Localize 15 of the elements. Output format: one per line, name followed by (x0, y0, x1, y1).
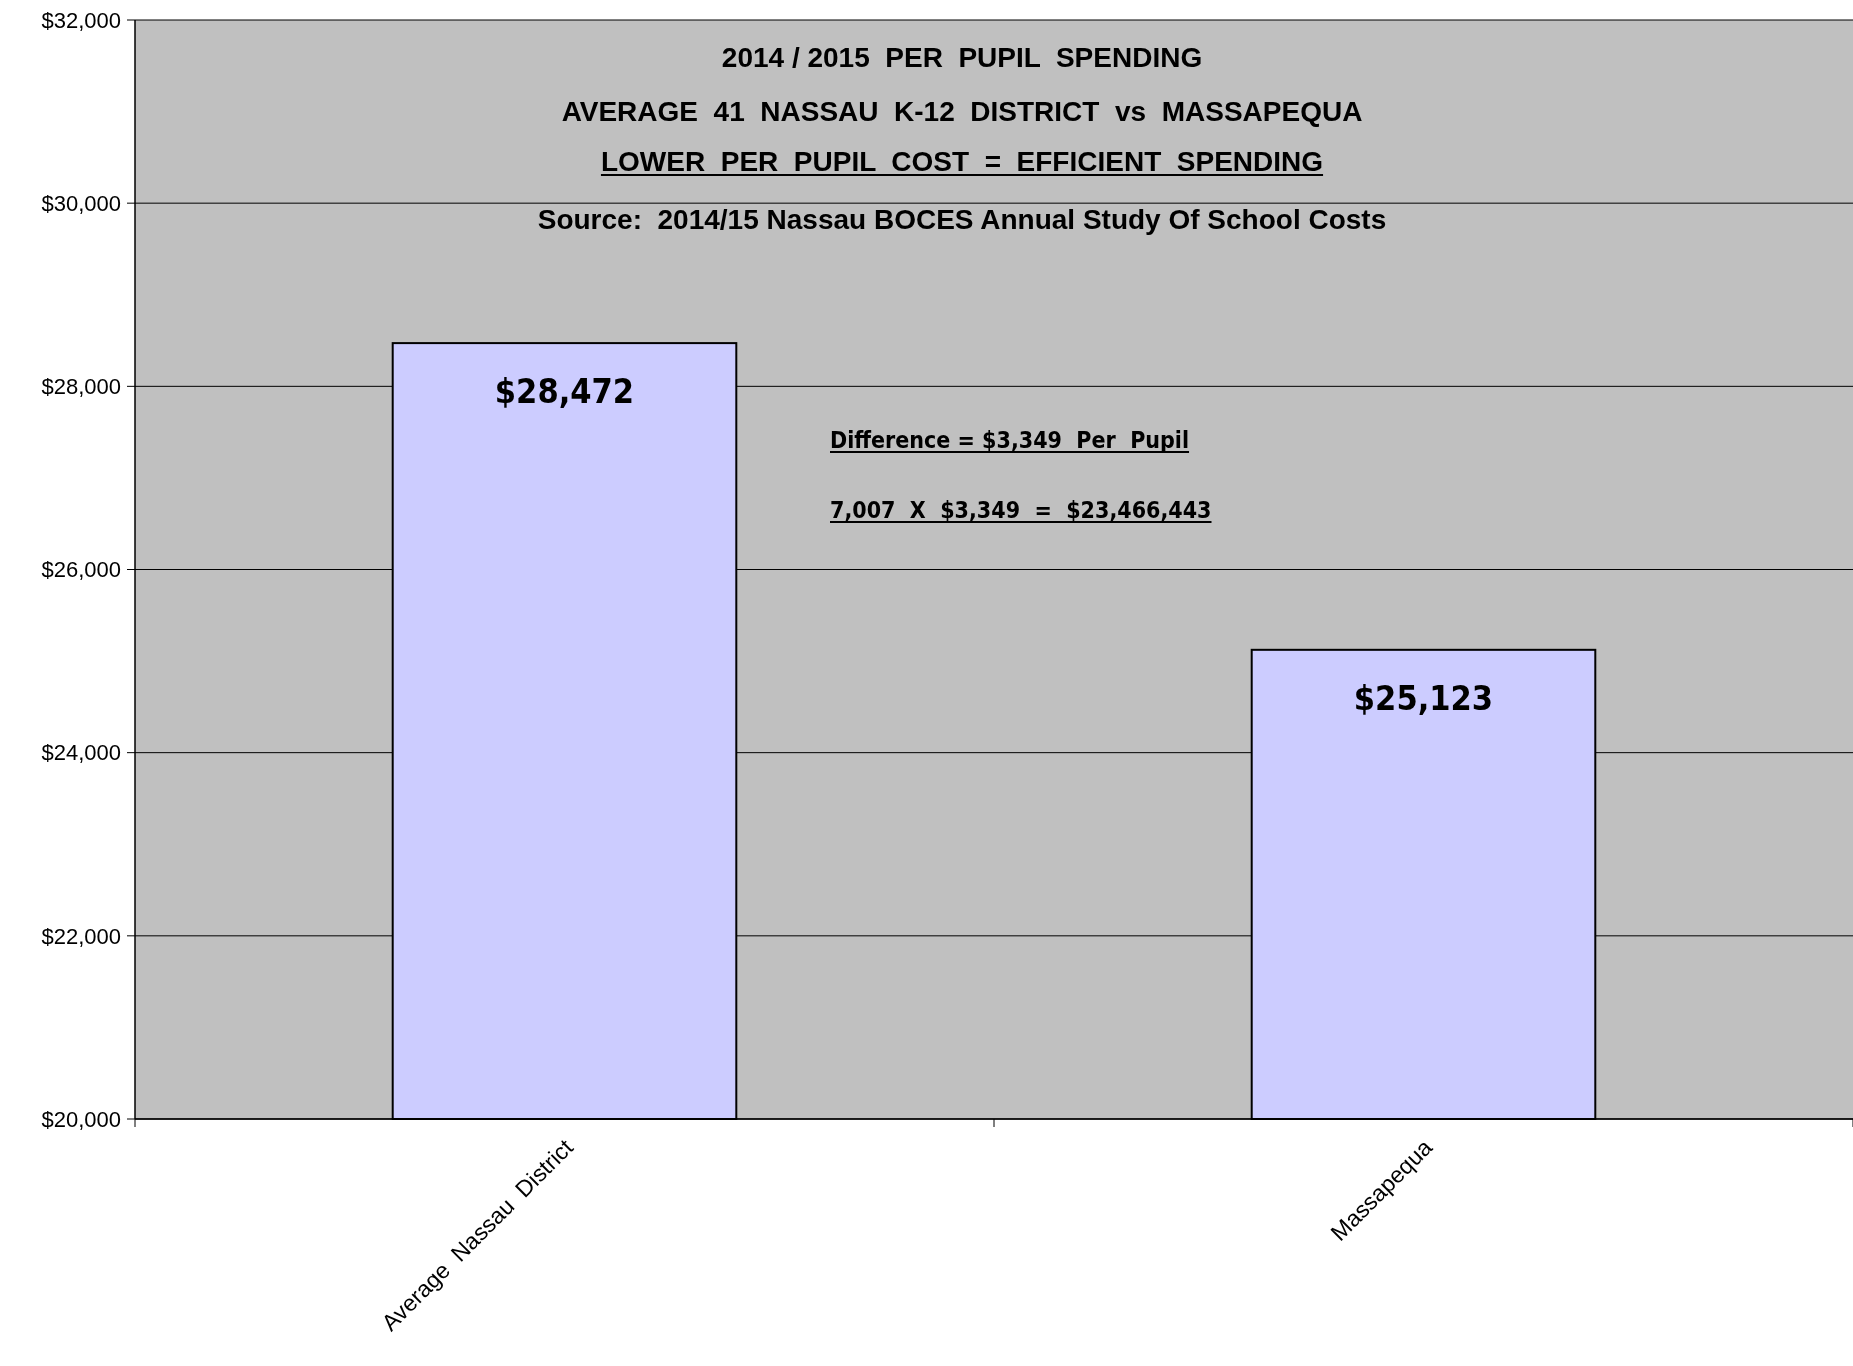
y-tick-label: $32,000 (41, 7, 121, 33)
annotation: Source: 2014/15 Nassau BOCES Annual Study Of School Costs (537, 204, 1387, 235)
y-tick-label: $22,000 (41, 923, 121, 949)
y-tick-label: $24,000 (41, 740, 121, 766)
y-tick-label: $30,000 (41, 190, 121, 216)
annotation: LOWER PER PUPIL COST = EFFICIENT SPENDING (600, 146, 1324, 177)
text: AVERAGE 41 NASSAU K-12 DISTRICT vs MASSAPEQUA (561, 96, 1363, 127)
data-label: $25,123 (1353, 677, 1494, 718)
y-tick-label: $26,000 (41, 557, 121, 583)
data-label: $28,472 (494, 371, 635, 412)
text: 2014 / 2015 PER PUPIL SPENDING (721, 42, 1203, 73)
y-tick-label: $28,000 (41, 374, 121, 400)
annotation: 7,007 X $3,349 = $23,466,443 (830, 497, 1212, 523)
y-tick-label: $20,000 (41, 1106, 121, 1132)
annotation: Difference = $3,349 Per Pupil (830, 427, 1190, 453)
